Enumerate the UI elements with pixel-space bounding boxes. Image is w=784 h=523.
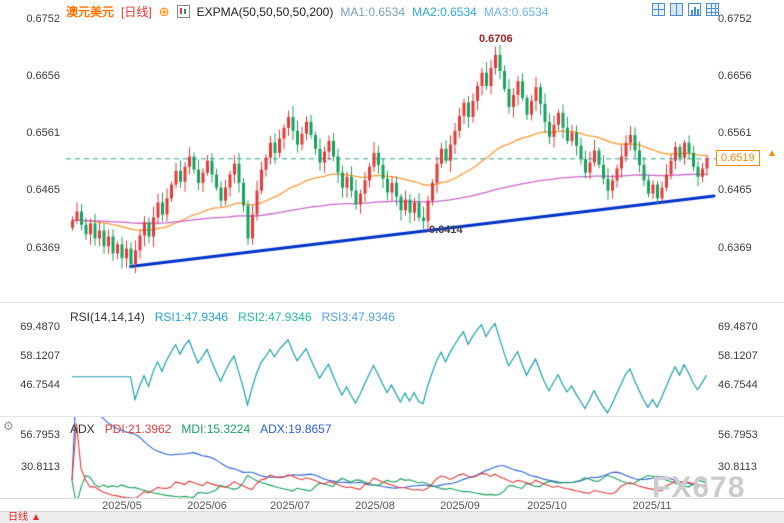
period-tab-daily[interactable]: 日线 ▲ [8, 512, 41, 523]
rsi1-value: RSI1:47.9346 [154, 310, 229, 324]
rsi-y-tick-left: 46.7544 [20, 379, 60, 391]
main-y-tick-left: 0.6561 [26, 127, 60, 139]
main-y-tick-right: 0.6656 [718, 70, 752, 82]
gear-icon[interactable]: ⚙ [3, 419, 14, 433]
pdi-value: PDI:21.3962 [104, 422, 172, 436]
x-axis-month: 2025/05 [102, 500, 142, 512]
period-label: [日线] [121, 5, 152, 19]
rsi-canvas[interactable] [66, 303, 716, 417]
adx-y-tick-right: 56.7953 [718, 429, 758, 441]
rsi-title: RSI(14,14,14) [70, 310, 145, 324]
bottom-bar: 日线 ▲ [0, 511, 784, 523]
rsi-header: RSI(14,14,14) RSI1:47.9346 RSI2:47.9346 … [70, 310, 395, 324]
last-price-tag: 0.6519 [716, 150, 760, 167]
rsi-y-tick-right: 46.7544 [718, 379, 758, 391]
multi-grid-icon[interactable] [706, 3, 719, 16]
rsi-y-tick-left: 58.1207 [20, 350, 60, 362]
adx-header: ADX PDI:21.3962 MDI:15.3224 ADX:19.8657 [70, 422, 332, 436]
add-indicator-icon[interactable]: ⊕ [158, 3, 170, 19]
rsi-y-tick-right: 69.4870 [718, 321, 758, 333]
adx-canvas[interactable] [66, 417, 716, 499]
chart-view-icon[interactable] [688, 3, 701, 16]
adx-title: ADX [70, 422, 95, 436]
split-view-icon[interactable] [670, 3, 683, 16]
main-header: 澳元美元 [日线] ⊕ EXPMA(50,50,50,50,200) MA1:0… [66, 3, 549, 20]
ma1-value: MA1:0.6534 [340, 4, 406, 19]
tab-arrow-icon: ▲ [31, 512, 41, 523]
ma3-value: MA3:0.6534 [483, 4, 549, 19]
x-axis-month: 2025/09 [440, 500, 480, 512]
time-axis: 2025/05 2025/06 2025/07 2025/08 2025/09 … [0, 498, 784, 512]
rsi-panel: RSI(14,14,14) RSI1:47.9346 RSI2:47.9346 … [0, 302, 784, 417]
period-tab-label: 日线 [8, 512, 28, 523]
main-y-tick-right: 0.6369 [718, 242, 752, 254]
adx-value: ADX:19.8657 [260, 422, 332, 436]
quad-grid-icon[interactable] [652, 3, 665, 16]
x-axis-month: 2025/08 [355, 500, 395, 512]
swing-high-label: 0.6706 [479, 32, 513, 45]
rsi2-value: RSI2:47.9346 [238, 310, 312, 324]
main-y-tick-left: 0.6656 [26, 70, 60, 82]
x-axis-month: 2025/07 [270, 500, 310, 512]
scroll-to-latest-icon[interactable]: ▲ [767, 148, 777, 160]
rsi-y-tick-right: 58.1207 [718, 350, 758, 362]
rsi3-value: RSI3:47.9346 [321, 310, 395, 324]
rsi-y-tick-left: 69.4870 [20, 321, 60, 333]
x-axis-month: 2025/10 [527, 500, 567, 512]
main-y-tick-right: 0.6752 [718, 13, 752, 25]
adx-y-tick-left: 56.7953 [20, 429, 60, 441]
main-y-tick-right: 0.6465 [718, 184, 752, 196]
adx-y-tick-left: 30.8113 [21, 461, 60, 473]
main-y-tick-left: 0.6369 [26, 242, 60, 254]
x-axis-month: 2025/06 [187, 500, 227, 512]
main-chart-canvas[interactable] [66, 0, 716, 302]
layout-toolbar [652, 3, 719, 16]
x-axis-month: 2025/11 [632, 500, 672, 512]
main-y-tick-right: 0.6561 [718, 127, 752, 139]
ma2-value: MA2:0.6534 [412, 4, 477, 19]
symbol-name: 澳元美元 [66, 5, 115, 19]
main-y-tick-left: 0.6752 [26, 13, 60, 25]
kline-icon [176, 5, 190, 18]
swing-low-label: 0.6414 [429, 224, 463, 237]
indicator-label: EXPMA(50,50,50,50,200) [196, 4, 334, 19]
mdi-value: MDI:15.3224 [181, 422, 251, 436]
main-y-tick-left: 0.6465 [26, 184, 60, 196]
main-chart-panel: 澳元美元 [日线] ⊕ EXPMA(50,50,50,50,200) MA1:0… [26, 0, 777, 302]
adx-panel: ⚙ ADX PDI:21.3962 MDI:15.3224 ADX:19.865… [0, 416, 784, 499]
adx-y-tick-right: 30.8113 [718, 461, 757, 473]
